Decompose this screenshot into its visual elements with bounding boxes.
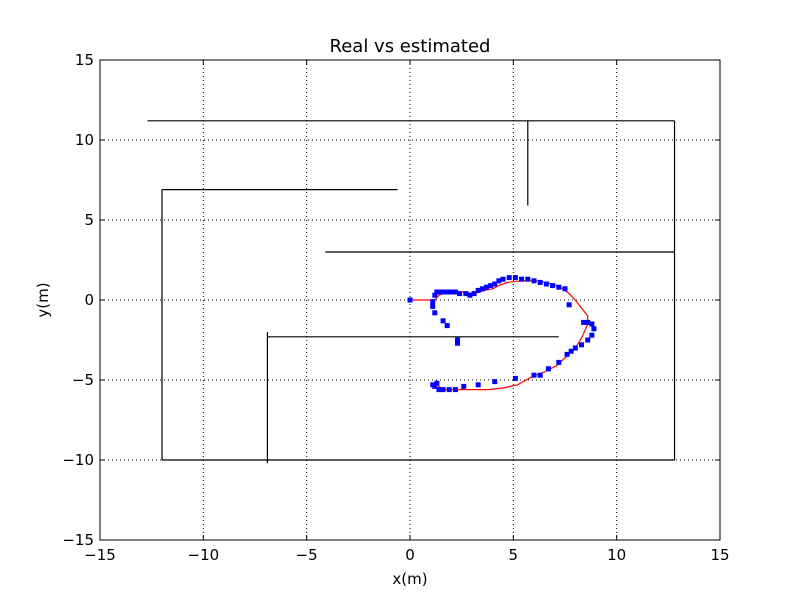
walls-layer — [147, 120, 676, 464]
chart-title: Real vs estimated — [330, 36, 491, 57]
estimated-point — [461, 383, 467, 389]
estimated-point — [457, 291, 463, 297]
estimated-point — [444, 289, 450, 295]
x-tick-label: 0 — [405, 546, 415, 564]
y-axis-label: y(m) — [34, 282, 52, 317]
estimated-point — [545, 366, 551, 372]
y-tick-label: −10 — [62, 451, 94, 469]
estimated-point — [537, 279, 543, 285]
estimated-point — [440, 318, 446, 324]
estimated-point — [543, 281, 549, 287]
estimated-point — [572, 345, 578, 351]
estimated-point — [467, 292, 473, 298]
estimated-point — [452, 289, 458, 295]
series-layer — [407, 275, 597, 393]
estimated-point — [512, 275, 518, 281]
y-tick-label: 15 — [75, 51, 94, 69]
estimated-point — [475, 287, 481, 293]
estimated-point — [446, 387, 452, 393]
x-tick-label: −10 — [188, 546, 220, 564]
estimated-point — [512, 375, 518, 381]
estimated-point — [496, 278, 502, 284]
estimated-point — [531, 372, 537, 378]
estimated-point — [585, 319, 591, 325]
y-tick-label: 0 — [84, 291, 94, 309]
estimated-point — [550, 283, 556, 289]
estimated-point — [564, 351, 570, 357]
y-tick-label: 10 — [75, 131, 94, 149]
estimated-point — [556, 359, 562, 365]
estimated-point — [506, 275, 512, 281]
estimated-point — [479, 286, 485, 292]
estimated-point — [455, 340, 461, 346]
estimated-point — [471, 291, 477, 297]
estimated-point — [568, 348, 574, 354]
estimated-point — [455, 337, 461, 343]
estimated-point — [430, 382, 436, 388]
x-tick-label: 10 — [607, 546, 626, 564]
estimated-point — [452, 387, 458, 393]
estimated-point — [483, 284, 489, 290]
estimated-point — [430, 303, 436, 309]
estimated-point — [581, 319, 587, 325]
estimated-point — [492, 281, 498, 287]
estimated-point — [589, 332, 595, 338]
y-tick-label: −15 — [62, 531, 94, 549]
estimated-point — [589, 321, 595, 327]
estimated-point — [525, 276, 531, 282]
estimated-point — [440, 289, 446, 295]
estimated-point — [432, 292, 438, 298]
estimated-point — [440, 387, 446, 393]
y-tick-label: −5 — [72, 371, 94, 389]
estimated-point — [537, 372, 543, 378]
x-tick-label: 5 — [509, 546, 519, 564]
estimated-point — [475, 382, 481, 388]
estimated-point — [492, 379, 498, 385]
estimated-point — [579, 342, 585, 348]
estimated-point — [407, 297, 413, 303]
estimated-point — [585, 337, 591, 343]
y-tick-label: 5 — [84, 211, 94, 229]
estimated-point — [531, 278, 537, 284]
estimated-point — [434, 380, 440, 386]
ticks-layer: −15 −10 −5 0 5 10 15 −15 −10 −5 0 5 10 15 — [62, 51, 729, 564]
estimated-point — [463, 291, 469, 297]
estimated-point — [436, 387, 442, 393]
estimated-point — [432, 310, 438, 316]
estimated-point — [556, 284, 562, 290]
estimated-point — [430, 299, 436, 305]
estimated-point — [444, 323, 450, 329]
estimated-point — [591, 326, 597, 332]
estimated-point — [566, 302, 572, 308]
x-tick-label: 15 — [710, 546, 729, 564]
x-tick-label: −5 — [296, 546, 318, 564]
estimated-point — [436, 289, 442, 295]
estimated-point — [500, 276, 506, 282]
estimated-point — [448, 289, 454, 295]
estimated-point — [519, 276, 525, 282]
x-tick-label: −15 — [84, 546, 116, 564]
estimated-point — [488, 283, 494, 289]
x-axis-label: x(m) — [392, 570, 427, 588]
estimated-point — [562, 286, 568, 292]
